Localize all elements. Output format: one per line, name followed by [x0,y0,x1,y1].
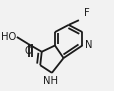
Text: N: N [84,40,92,51]
Text: HO: HO [1,32,16,42]
Text: F: F [84,8,89,18]
Text: O: O [25,46,32,56]
Text: NH: NH [43,76,58,86]
